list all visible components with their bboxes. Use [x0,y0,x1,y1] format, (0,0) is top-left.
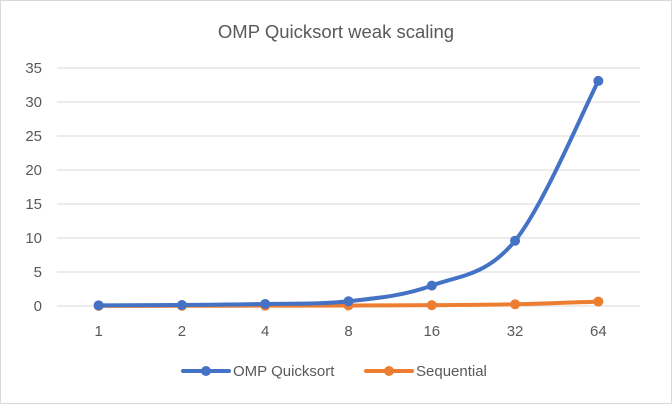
series-group [93,75,604,311]
data-point [176,299,187,310]
y-tick-label: 35 [25,60,42,77]
data-point [426,300,437,311]
data-point [593,75,604,86]
x-tick-label: 64 [590,323,607,340]
legend-label: OMP Quicksort [233,363,335,380]
legend-swatch-marker [201,366,211,376]
series-0 [93,75,604,311]
data-point [510,299,521,310]
data-point [260,298,271,309]
x-tick-label: 1 [94,323,102,340]
y-tick-label: 15 [25,196,42,213]
legend-item: Sequential [364,363,487,380]
legend-item: OMP Quicksort [181,363,335,380]
x-tick-label: 2 [178,323,186,340]
x-tick-label: 4 [261,323,269,340]
x-axis-ticks: 1 2 4 8 16 32 64 [94,323,606,340]
data-point [343,296,354,307]
data-point [426,280,437,291]
y-tick-label: 5 [34,264,42,281]
gridlines [57,67,640,307]
y-tick-label: 25 [25,128,42,145]
data-point [593,296,604,307]
y-tick-label: 0 [34,298,42,315]
x-tick-label: 16 [423,323,440,340]
data-point [510,235,521,246]
y-tick-label: 30 [25,94,42,111]
legend: OMP Quicksort Sequential [181,363,487,380]
y-axis-ticks: 0 5 10 15 20 25 30 35 [25,60,42,315]
y-tick-label: 20 [25,162,42,179]
x-tick-label: 32 [507,323,524,340]
chart-title: OMP Quicksort weak scaling [218,21,454,42]
y-tick-label: 10 [25,230,42,247]
x-tick-label: 8 [344,323,352,340]
data-point [93,300,104,311]
legend-swatch-marker [384,366,394,376]
legend-label: Sequential [416,363,487,380]
